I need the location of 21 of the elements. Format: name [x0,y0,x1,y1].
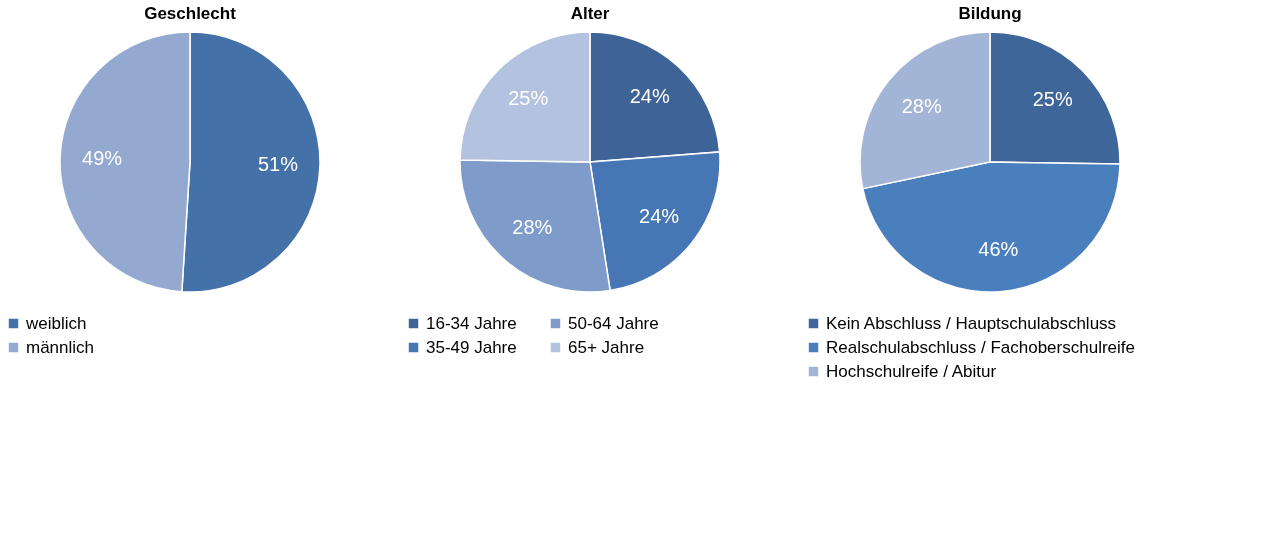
data-label: 25% [1032,88,1073,111]
data-label: 24% [629,85,670,108]
data-label: 28% [512,216,553,239]
data-label: 51% [257,152,299,175]
legend-label: Kein Abschluss / Hauptschulabschluss [826,313,1117,333]
legend-label: männlich [26,337,95,357]
data-label: 46% [978,237,1019,260]
legend-label: Hochschulreife / Abitur [826,361,997,381]
legend-label: Realschulabschluss / Fachoberschulreife [826,337,1135,357]
data-label: 25% [508,87,549,110]
data-label: 49% [82,147,123,170]
chart-title: Bildung [958,4,1022,23]
chart-title: Alter [570,4,610,23]
legend-label: 35-49 Jahre [426,337,517,357]
legend-label: weiblich [25,313,87,333]
data-label: 24% [639,204,680,227]
legend-label: 16-34 Jahre [426,313,517,333]
legend-label: 65+ Jahre [568,337,645,357]
legend-label: 50-64 Jahre [568,313,659,333]
chart-title: Geschlecht [144,4,237,23]
data-label: 28% [901,94,942,117]
